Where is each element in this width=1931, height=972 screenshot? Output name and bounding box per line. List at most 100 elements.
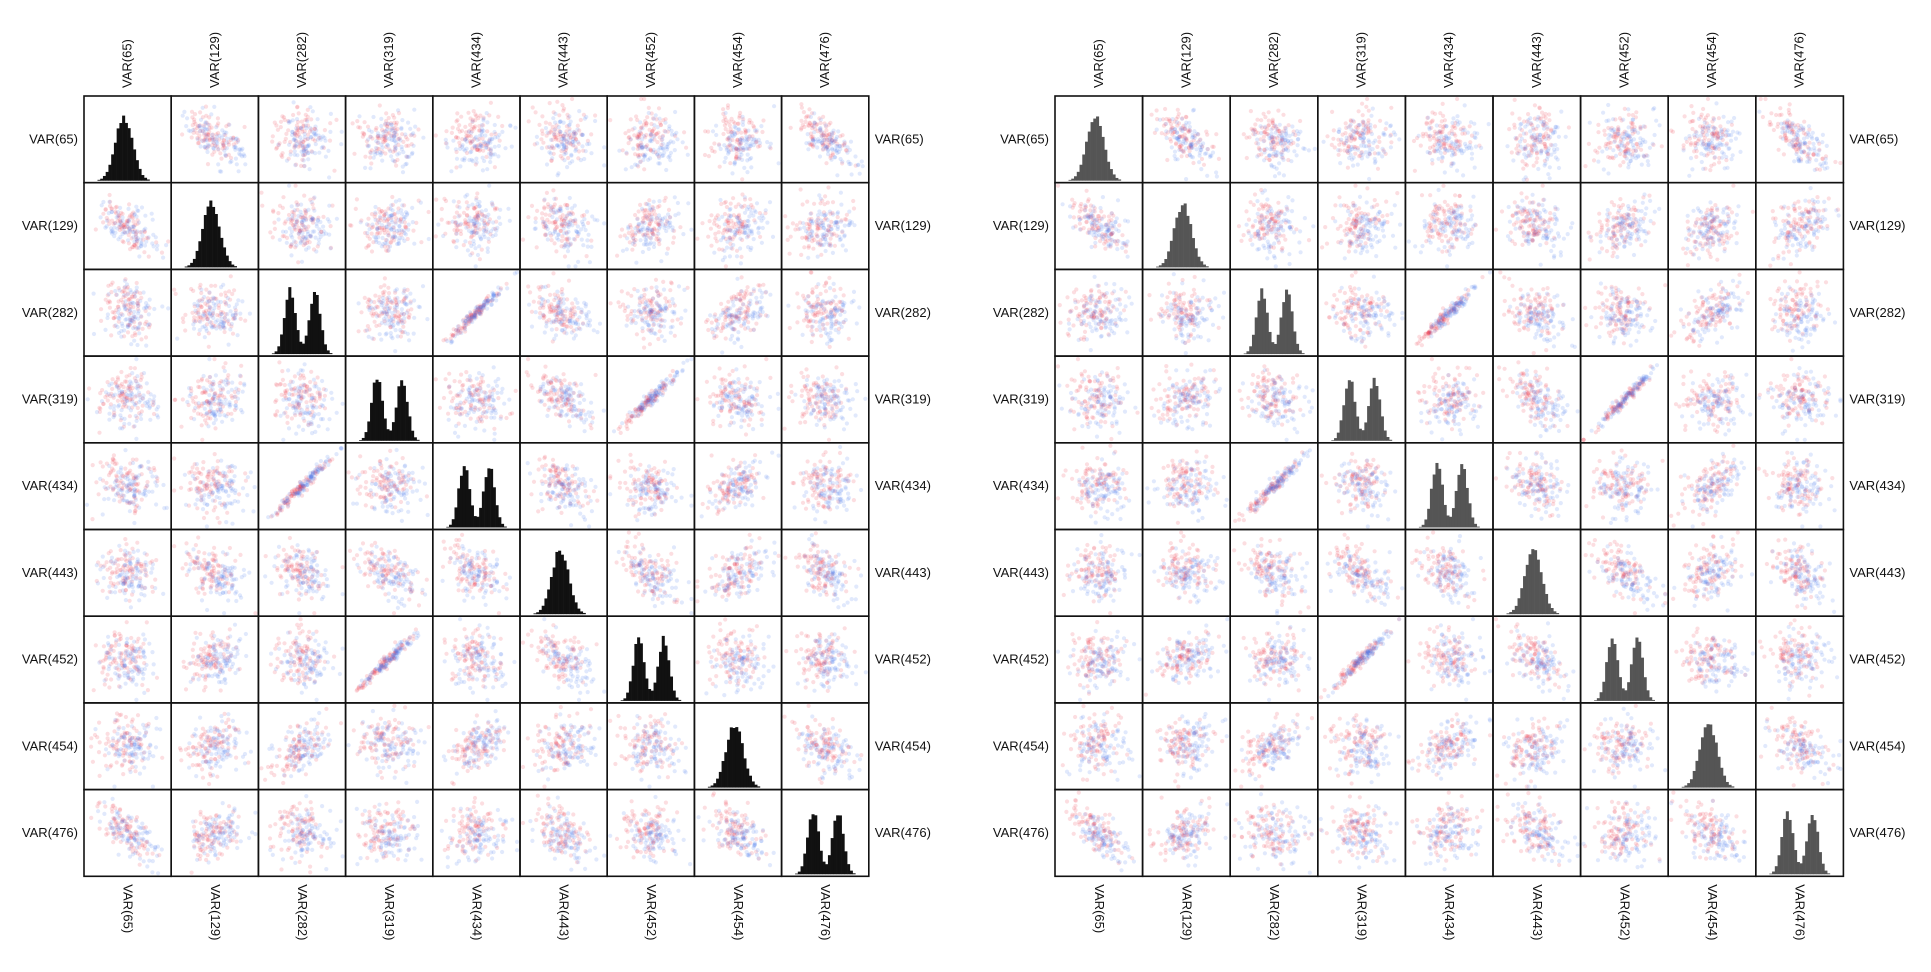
scatter-point	[553, 112, 557, 116]
scatter-point	[416, 127, 420, 131]
histogram-bar	[122, 116, 125, 181]
scatter-point	[497, 144, 501, 148]
scatter-point	[668, 154, 672, 158]
scatter-point	[197, 124, 201, 128]
scatter-point	[557, 113, 561, 117]
scatter-point	[652, 148, 656, 152]
scatter-point	[363, 155, 367, 159]
scatter-point	[300, 120, 304, 124]
scatter-point	[290, 133, 294, 137]
scatter-point	[289, 152, 293, 156]
scatter-point	[303, 132, 307, 136]
scatter-point	[216, 162, 220, 166]
scatter-point	[645, 115, 649, 119]
scatter-point	[624, 151, 628, 155]
scatter-point	[561, 143, 565, 147]
scatter-point	[493, 145, 497, 149]
scatter-point	[300, 143, 304, 147]
scatter-point	[352, 152, 356, 156]
scatter-point	[324, 155, 328, 159]
scatter-point	[380, 159, 384, 163]
scatter-point	[633, 163, 637, 167]
scatter-point	[656, 161, 660, 165]
scatter-point	[558, 130, 562, 134]
scatter-point	[406, 155, 410, 159]
scatter-point	[537, 123, 541, 127]
scatter-point	[475, 160, 479, 164]
scatter-point	[561, 109, 565, 113]
scatter-point	[400, 118, 404, 122]
scatter-point	[192, 120, 196, 124]
scatter-point	[760, 130, 764, 134]
scatter-point	[384, 129, 388, 133]
scatter-point	[553, 120, 557, 124]
scatter-point	[574, 131, 578, 135]
scatter-point	[745, 170, 749, 174]
scatter-point	[292, 100, 296, 104]
scatter-point	[551, 145, 555, 149]
scatter-point	[493, 135, 497, 139]
scatter-point	[455, 118, 459, 122]
scatter-point	[376, 134, 380, 138]
scatter-point	[302, 164, 306, 168]
scatter-point	[556, 173, 560, 177]
scatter-point	[221, 143, 225, 147]
scatter-point	[638, 144, 642, 148]
scatter-point	[469, 131, 473, 135]
scatter-point	[196, 141, 200, 145]
scatter-point	[548, 101, 552, 105]
scatter-point	[314, 128, 318, 132]
scatter-point	[707, 154, 711, 158]
scatter-point	[562, 158, 566, 162]
scatter-point	[225, 141, 229, 145]
scatter-point	[721, 107, 725, 111]
scatter-point	[363, 166, 367, 170]
scatter-point	[765, 140, 769, 144]
scatter-point	[455, 157, 459, 161]
scatter-point	[719, 147, 723, 151]
scatter-point	[540, 114, 544, 118]
scatter-point	[203, 138, 207, 142]
scatter-point	[658, 117, 662, 121]
scatter-point	[393, 131, 397, 135]
scatter-point	[445, 145, 449, 149]
scatter-point	[717, 143, 721, 147]
scatter-point	[746, 153, 750, 157]
scatter-point	[643, 153, 647, 157]
scatter-point	[366, 137, 370, 141]
scatter-point	[406, 121, 410, 125]
scatter-point	[470, 140, 474, 144]
scatter-point	[493, 130, 497, 134]
scatter-point	[559, 119, 563, 123]
scatter-point	[373, 150, 377, 154]
scatter-point	[761, 118, 765, 122]
scatter-point	[647, 111, 651, 115]
scatter-point	[602, 145, 606, 149]
scatter-point	[647, 106, 651, 110]
scatter-point	[206, 123, 210, 127]
histogram-bar	[108, 165, 111, 181]
scatter-point	[327, 175, 331, 179]
histogram-bar	[100, 179, 103, 181]
scatter-point	[470, 158, 474, 162]
scatter-point	[216, 121, 220, 125]
cell-var65-vs-var454	[694, 96, 781, 183]
scatter-point	[580, 144, 584, 148]
scatter-point	[206, 162, 210, 166]
scatter-point	[321, 145, 325, 149]
scatter-point	[303, 147, 307, 151]
scatter-point	[454, 165, 458, 169]
scatter-point	[583, 117, 587, 121]
scatter-point	[184, 124, 188, 128]
scatter-point	[219, 157, 223, 161]
scatter-point	[589, 151, 593, 155]
scatter-point	[703, 129, 707, 133]
scatter-point	[228, 160, 232, 164]
scatter-point	[309, 117, 313, 121]
scatter-point	[493, 165, 497, 169]
scatter-point	[410, 133, 414, 137]
scatter-point	[577, 109, 581, 113]
scatter-point	[513, 126, 517, 130]
scatter-point	[749, 165, 753, 169]
scatter-point	[724, 111, 728, 115]
